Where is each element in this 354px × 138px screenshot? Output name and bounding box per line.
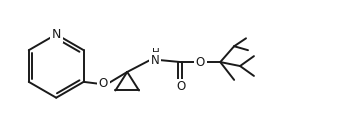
Text: O: O	[99, 77, 108, 90]
Text: N: N	[150, 54, 159, 67]
Text: N: N	[52, 28, 61, 41]
Text: H: H	[152, 48, 160, 58]
Text: O: O	[196, 56, 205, 69]
Text: O: O	[176, 80, 185, 93]
